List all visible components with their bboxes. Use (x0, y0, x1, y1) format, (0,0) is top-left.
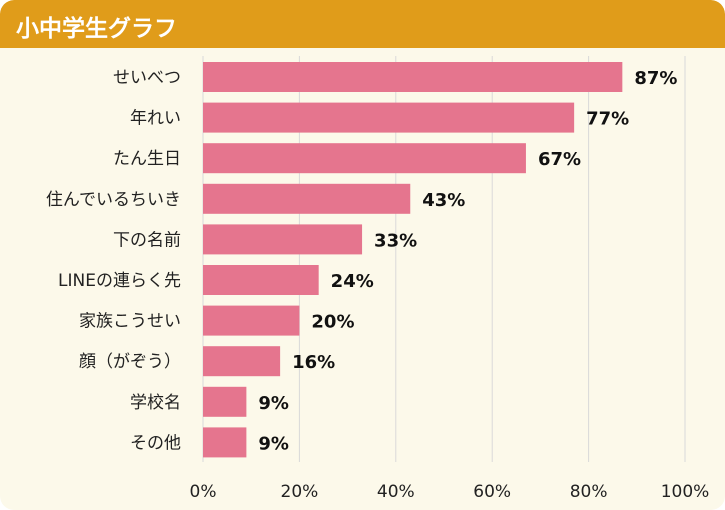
category-label: せいべつ (113, 68, 181, 88)
bar (203, 386, 247, 417)
bar (203, 265, 319, 295)
x-tick-label: 100% (661, 482, 710, 502)
category-label: その他 (130, 433, 181, 453)
value-label: 24% (331, 271, 374, 292)
value-label: 87% (634, 68, 677, 89)
value-label: 9% (258, 433, 289, 454)
bar (203, 305, 300, 336)
bar (203, 143, 526, 174)
category-label: たん生日 (113, 149, 181, 169)
category-label: 下の名前 (113, 230, 181, 250)
bar (203, 346, 281, 377)
chart-header: 小中学生グラフ (0, 0, 725, 48)
category-label: 年れい (130, 109, 181, 129)
x-tick-label: 0% (190, 482, 217, 502)
x-tick-label: 20% (281, 482, 319, 502)
x-tick-label: 80% (570, 482, 608, 502)
bar (203, 62, 623, 92)
category-label: 家族こうせい (79, 312, 181, 332)
value-label: 33% (374, 230, 417, 251)
value-label: 43% (422, 190, 465, 211)
category-label: 学校名 (130, 393, 181, 413)
value-label: 77% (586, 109, 629, 130)
bar (203, 183, 411, 214)
chart-title: 小中学生グラフ (16, 16, 177, 42)
category-label: LINEの連らく先 (58, 271, 181, 291)
x-tick-label: 60% (473, 482, 511, 502)
bar (203, 224, 363, 255)
value-label: 16% (292, 352, 335, 373)
bar (203, 427, 247, 458)
value-label: 9% (258, 393, 289, 414)
x-tick-label: 40% (377, 482, 415, 502)
category-label: 住んでいるちいき (46, 190, 181, 210)
value-label: 67% (538, 149, 581, 170)
bar (203, 102, 575, 133)
value-label: 20% (311, 312, 354, 333)
category-label: 顔（がぞう） (79, 352, 181, 372)
